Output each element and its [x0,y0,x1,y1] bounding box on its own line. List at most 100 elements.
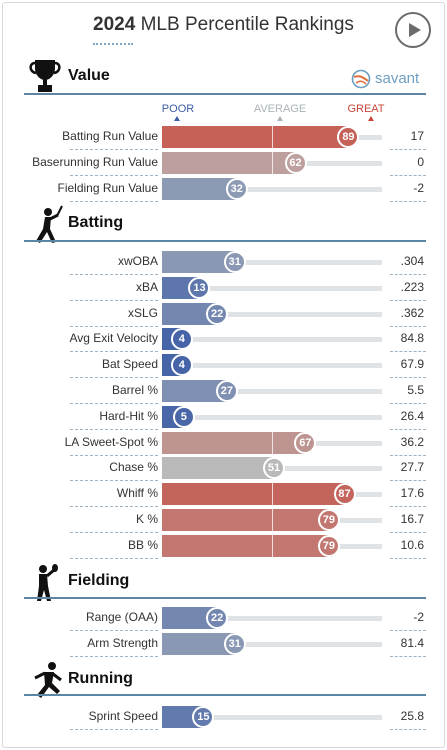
row-separator [70,630,158,631]
title-year: 2024 [93,14,136,35]
percentile-bar [162,151,296,174]
section-batting-divider [24,240,426,242]
percentile-track: 79 [162,534,382,557]
average-marker [272,151,273,174]
metric-row[interactable]: Fielding Run Value 32 -2 [24,177,426,200]
metric-name: Range (OAA) [85,610,158,624]
row-separator [390,630,426,631]
metric-row[interactable]: Baserunning Run Value 62 0 [24,151,426,174]
section-running-header: Running [28,661,426,698]
row-separator [70,655,158,657]
scale-great-label: GREAT [347,103,385,115]
metric-row[interactable]: Arm Strength 31 81.4 [24,632,426,655]
metric-value: 17.6 [400,486,424,501]
row-separator [390,377,426,379]
percentile-track: 79 [162,509,382,531]
row-separator [70,428,158,430]
metric-value: 26.4 [400,408,424,423]
metric-row[interactable]: Sprint Speed 15 25.8 [24,706,426,728]
row-separator [390,299,426,301]
metric-name: Bat Speed [101,357,158,372]
percentile-track-bg [162,363,382,369]
metric-row[interactable]: LA Sweet-Spot % 67 36.2 [24,431,426,454]
percentile-track: 62 [162,151,382,174]
row-separator [70,174,158,176]
row-separator [70,325,158,327]
metric-row[interactable]: K % 79 16.7 [24,509,426,531]
metric-value: 84.8 [400,331,424,346]
metric-value: 10.6 [400,537,424,552]
play-button[interactable] [395,12,431,48]
metric-value: .223 [400,279,424,294]
percentile-badge: 4 [170,354,193,377]
metric-row[interactable]: xSLG 22 .362 [24,302,426,325]
percentile-track: 27 [162,380,382,402]
section-running-divider [24,694,426,696]
scale-average-arrow [277,116,283,121]
percentile-track: 5 [162,405,382,428]
metric-value: .304 [400,254,424,268]
row-separator [70,351,158,353]
metric-name: Avg Exit Velocity [69,331,159,346]
runner-icon [34,662,62,698]
metric-row[interactable]: Whiff % 87 17.6 [24,483,426,506]
play-icon [409,23,421,37]
average-marker [272,126,273,148]
metric-value: 36.2 [400,434,424,449]
metric-row[interactable]: Range (OAA) 22 -2 [24,607,426,629]
percentile-bar [162,457,274,480]
metric-name: Baserunning Run Value [32,154,158,169]
percentile-bar [162,431,306,454]
row-separator [70,506,158,508]
row-separator [390,454,426,456]
percentile-badge: 79 [317,534,340,557]
metric-row[interactable]: xBA 13 .223 [24,276,426,299]
metric-row[interactable]: Chase % 51 27.7 [24,457,426,480]
row-separator [390,274,426,275]
row-separator [70,557,158,559]
percentile-badge: 32 [225,177,248,200]
metric-row[interactable]: Avg Exit Velocity 4 84.8 [24,328,426,351]
percentile-track-bg [162,285,382,291]
percentile-track-bg [162,186,382,192]
percentile-track: 13 [162,276,382,299]
metric-row[interactable]: xwOBA 31 .304 [24,251,426,273]
average-marker [272,509,273,531]
percentile-badge: 51 [262,457,285,480]
percentile-track: 89 [162,126,382,148]
row-separator [70,149,158,150]
percentile-badge: 27 [215,380,238,402]
savant-text: savant [375,70,420,87]
percentile-badge: 4 [170,328,193,351]
metric-row[interactable]: Bat Speed 4 67.9 [24,354,426,377]
percentile-track-bg [162,641,382,647]
metric-row[interactable]: Barrel % 27 5.5 [24,380,426,402]
metric-value: 67.9 [400,357,424,372]
percentile-badge: 67 [294,431,317,454]
percentile-badge: 5 [172,405,195,428]
percentile-track-bg [162,414,382,420]
metric-name: Hard-Hit % [99,408,158,423]
metric-value: .362 [400,305,424,320]
metric-value: 27.7 [400,460,424,475]
metric-row[interactable]: Batting Run Value 89 17 [24,126,426,148]
percentile-badge: 13 [188,276,211,299]
percentile-bar [162,483,345,506]
row-separator [70,729,158,730]
percentile-track: 51 [162,457,382,480]
percentile-badge: 79 [317,509,340,531]
row-separator [70,200,158,202]
metric-value: -2 [413,180,424,195]
percentile-bar [162,126,349,148]
metric-name: LA Sweet-Spot % [64,434,158,449]
percentile-bar [162,251,235,273]
metric-row[interactable]: BB % 79 10.6 [24,534,426,557]
section-batting-title: Batting [68,214,124,231]
savant-logo[interactable]: savant [351,68,431,90]
metric-value: 0 [417,154,424,169]
percentile-track-bg [162,389,382,394]
metric-row[interactable]: Hard-Hit % 5 26.4 [24,405,426,428]
metric-value: -2 [413,610,424,624]
percentile-track: 87 [162,483,382,506]
savant-ball-icon [351,69,371,89]
